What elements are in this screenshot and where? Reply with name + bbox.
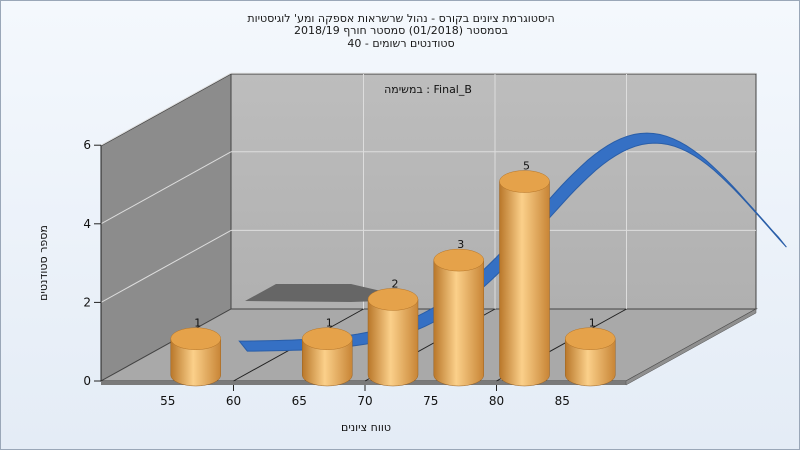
histogram-bar [565,327,616,387]
bar-value-label: 1 [326,317,333,330]
bar-value-label: 3 [457,238,464,251]
bar-body [499,181,550,387]
bar-top [565,327,616,350]
chart-subtitle: במשימה : Final_B [384,83,472,96]
bar-top [170,327,221,350]
x-axis-title: טווח ציונים [341,421,391,434]
x-tick-label: 80 [489,394,504,408]
y-tick-label: 6 [83,138,91,152]
bar-body [367,299,419,387]
bar-value-label: 2 [392,277,399,290]
curve-shadow-flat [245,284,381,302]
bar-top [499,170,550,193]
bar-body [302,338,353,387]
y-tick-label: 2 [83,295,91,309]
histogram-bar [170,327,221,387]
chart-title-line-1: היסטוגרמת ציונים בקורס - נהול שרשראות אס… [247,12,555,25]
x-tick-label: 75 [423,394,438,408]
x-tick-label: 65 [292,394,307,408]
chart-title-line-2: בסמסטר (01/2018) סמסטר חורף 2018/19 [294,24,508,37]
y-gridline-side [100,72,232,146]
bar-body [565,338,616,387]
y-gridline-side [100,151,232,225]
histogram-bar [433,248,484,387]
bar-body [170,338,221,387]
chart-right-edge [625,308,757,386]
chart-title-line-3: סטודנטים רשומים - 40 [347,37,455,50]
bar-value-label: 1 [194,317,201,330]
bar-body [433,259,484,387]
bar-value-label: 5 [523,160,530,173]
x-tick-label: 60 [226,394,241,408]
bar-top [433,248,484,272]
histogram-bar [367,288,419,387]
chart-floor-edge [101,381,626,385]
x-tick-label: 85 [555,394,570,408]
bar-value-label: 1 [589,317,596,330]
y-tick-label: 0 [83,374,91,388]
bar-top [367,288,419,311]
bar-top [302,327,353,350]
histogram-bar [499,170,550,387]
x-tick-label: 55 [160,394,175,408]
histogram-bar [302,327,353,387]
y-gridline-side [100,229,232,303]
y-axis-title: מספר סטודנטים [37,225,50,301]
y-tick-label: 4 [83,217,91,231]
x-tick-label: 70 [357,394,372,408]
